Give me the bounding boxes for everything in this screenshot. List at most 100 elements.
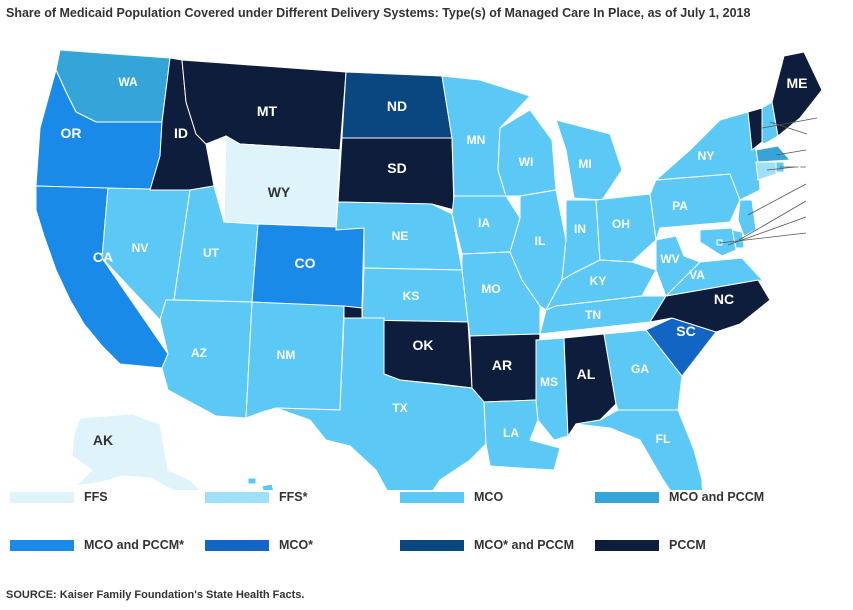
state-label-nd: ND: [387, 98, 407, 114]
state-label-wv: WV: [660, 252, 679, 266]
state-ma: [755, 145, 792, 163]
legend-swatch: [595, 491, 659, 503]
state-wi: [497, 109, 557, 197]
state-label-wy: WY: [268, 184, 291, 200]
legend-item-ffs: FFS*: [205, 490, 307, 504]
state-label-al: AL: [577, 366, 596, 382]
state-label-hi: HI: [264, 448, 276, 462]
state-oh: [595, 193, 657, 263]
legend-item-pccm: PCCM: [595, 538, 706, 552]
state-label-pa: PA: [672, 199, 688, 213]
state-label-mo: MO: [481, 282, 500, 296]
state-nh: [761, 101, 779, 145]
state-label-wa: WA: [118, 75, 138, 89]
state-il: [509, 189, 567, 311]
state-label-ms: MS: [540, 375, 558, 389]
legend-label: FFS*: [279, 490, 308, 504]
leader-line-nj: [747, 183, 807, 216]
state-label-az: AZ: [191, 346, 207, 360]
state-label-ct: CT: [798, 160, 815, 174]
state-label-tn: TN: [585, 308, 601, 322]
state-label-ut: UT: [203, 246, 220, 260]
state-label-me: ME: [787, 75, 808, 91]
state-label-nj: NJ: [809, 177, 824, 191]
state-label-nc: NC: [714, 291, 734, 307]
legend: FFS FFS* MCO MCO and PCCM MCO and PCCM* MCO* M…: [10, 490, 840, 580]
state-label-va: VA: [689, 268, 705, 282]
state-label-de: DE: [809, 194, 826, 208]
state-wy: [223, 135, 341, 231]
state-label-ny: NY: [698, 149, 715, 163]
state-label-ia: IA: [478, 216, 490, 230]
legend-item-mco: MCO*: [205, 538, 313, 552]
legend-label: MCO and PCCM: [669, 490, 765, 504]
state-label-tx: TX: [392, 401, 407, 415]
state-label-sd: SD: [387, 160, 406, 176]
legend-swatch: [205, 491, 269, 503]
state-label-nm: NM: [277, 348, 296, 362]
state-label-nh: NH: [810, 127, 827, 141]
state-label-mn: MN: [467, 133, 486, 147]
state-label-ks: KS: [403, 289, 420, 303]
state-label-sc: SC: [676, 323, 695, 339]
state-label-nv: NV: [132, 241, 149, 255]
state-label-ok: OK: [413, 337, 434, 353]
legend-item-ffs: FFS: [10, 490, 108, 504]
legend-label: MCO*: [279, 538, 314, 552]
legend-label: FFS: [84, 490, 108, 504]
leader-line-ct: [766, 166, 796, 171]
state-label-wi: WI: [519, 155, 534, 169]
state-label-oh: OH: [612, 217, 630, 231]
leader-line-dc: [719, 232, 807, 244]
state-sd: [337, 137, 455, 211]
legend-item-mco-and-pccm: MCO* and PCCM: [400, 538, 574, 552]
leader-line-nh: [769, 121, 808, 135]
source-note: SOURCE: Kaiser Family Foundation's State…: [6, 589, 305, 601]
legend-label: MCO and PCCM*: [84, 538, 184, 552]
state-label-dc: DC: [809, 226, 827, 240]
state-label-ca: CA: [93, 249, 113, 265]
legend-label: PCCM: [669, 538, 706, 552]
state-label-vt: VT: [820, 109, 838, 125]
legend-label: MCO: [474, 490, 504, 504]
state-me: [771, 51, 823, 137]
state-label-ky: KY: [590, 274, 607, 288]
state-label-ak: AK: [93, 432, 113, 448]
state-wv: [655, 235, 701, 297]
legend-swatch: [10, 491, 74, 503]
state-label-co: CO: [295, 255, 316, 271]
state-label-md: MD: [809, 210, 828, 224]
state-dc: [716, 239, 723, 246]
legend-item-mco: MCO: [400, 490, 503, 504]
legend-item-mco-and-pccm: MCO and PCCM: [595, 490, 764, 504]
state-ms: [535, 337, 569, 441]
legend-swatch: [595, 539, 659, 551]
state-label-il: IL: [535, 234, 546, 248]
legend-label: MCO* and PCCM: [474, 538, 574, 552]
state-label-la: LA: [503, 426, 519, 440]
state-label-mi: MI: [578, 157, 591, 171]
state-label-id: ID: [174, 125, 188, 141]
legend-swatch: [10, 539, 74, 551]
legend-swatch: [205, 539, 269, 551]
legend-swatch: [400, 539, 464, 551]
state-label-ne: NE: [392, 229, 409, 243]
state-tx: [275, 317, 487, 490]
map-title: Share of Medicaid Population Covered und…: [6, 6, 751, 20]
us-choropleth-map: WA OR CA NV ID MT WY UT AZ CO NM ND SD NE KS OK TX MN IA MO…: [36, 50, 838, 490]
state-label-ar: AR: [492, 357, 512, 373]
legend-swatch: [400, 491, 464, 503]
state-label-mt: MT: [257, 103, 278, 119]
state-hi: [247, 477, 275, 490]
state-label-fl: FL: [656, 432, 671, 446]
state-ct: [755, 161, 777, 181]
leader-line-vt: [761, 117, 818, 129]
legend-item-mco-and-pccm: MCO and PCCM*: [10, 538, 184, 552]
state-label-ma: MA: [809, 143, 828, 157]
state-label-in: IN: [574, 222, 586, 236]
state-label-ri: RI: [809, 160, 821, 174]
leader-line-ma: [775, 149, 807, 156]
state-nj: [737, 199, 757, 237]
state-fl: [575, 409, 704, 490]
state-label-or: OR: [61, 125, 82, 141]
